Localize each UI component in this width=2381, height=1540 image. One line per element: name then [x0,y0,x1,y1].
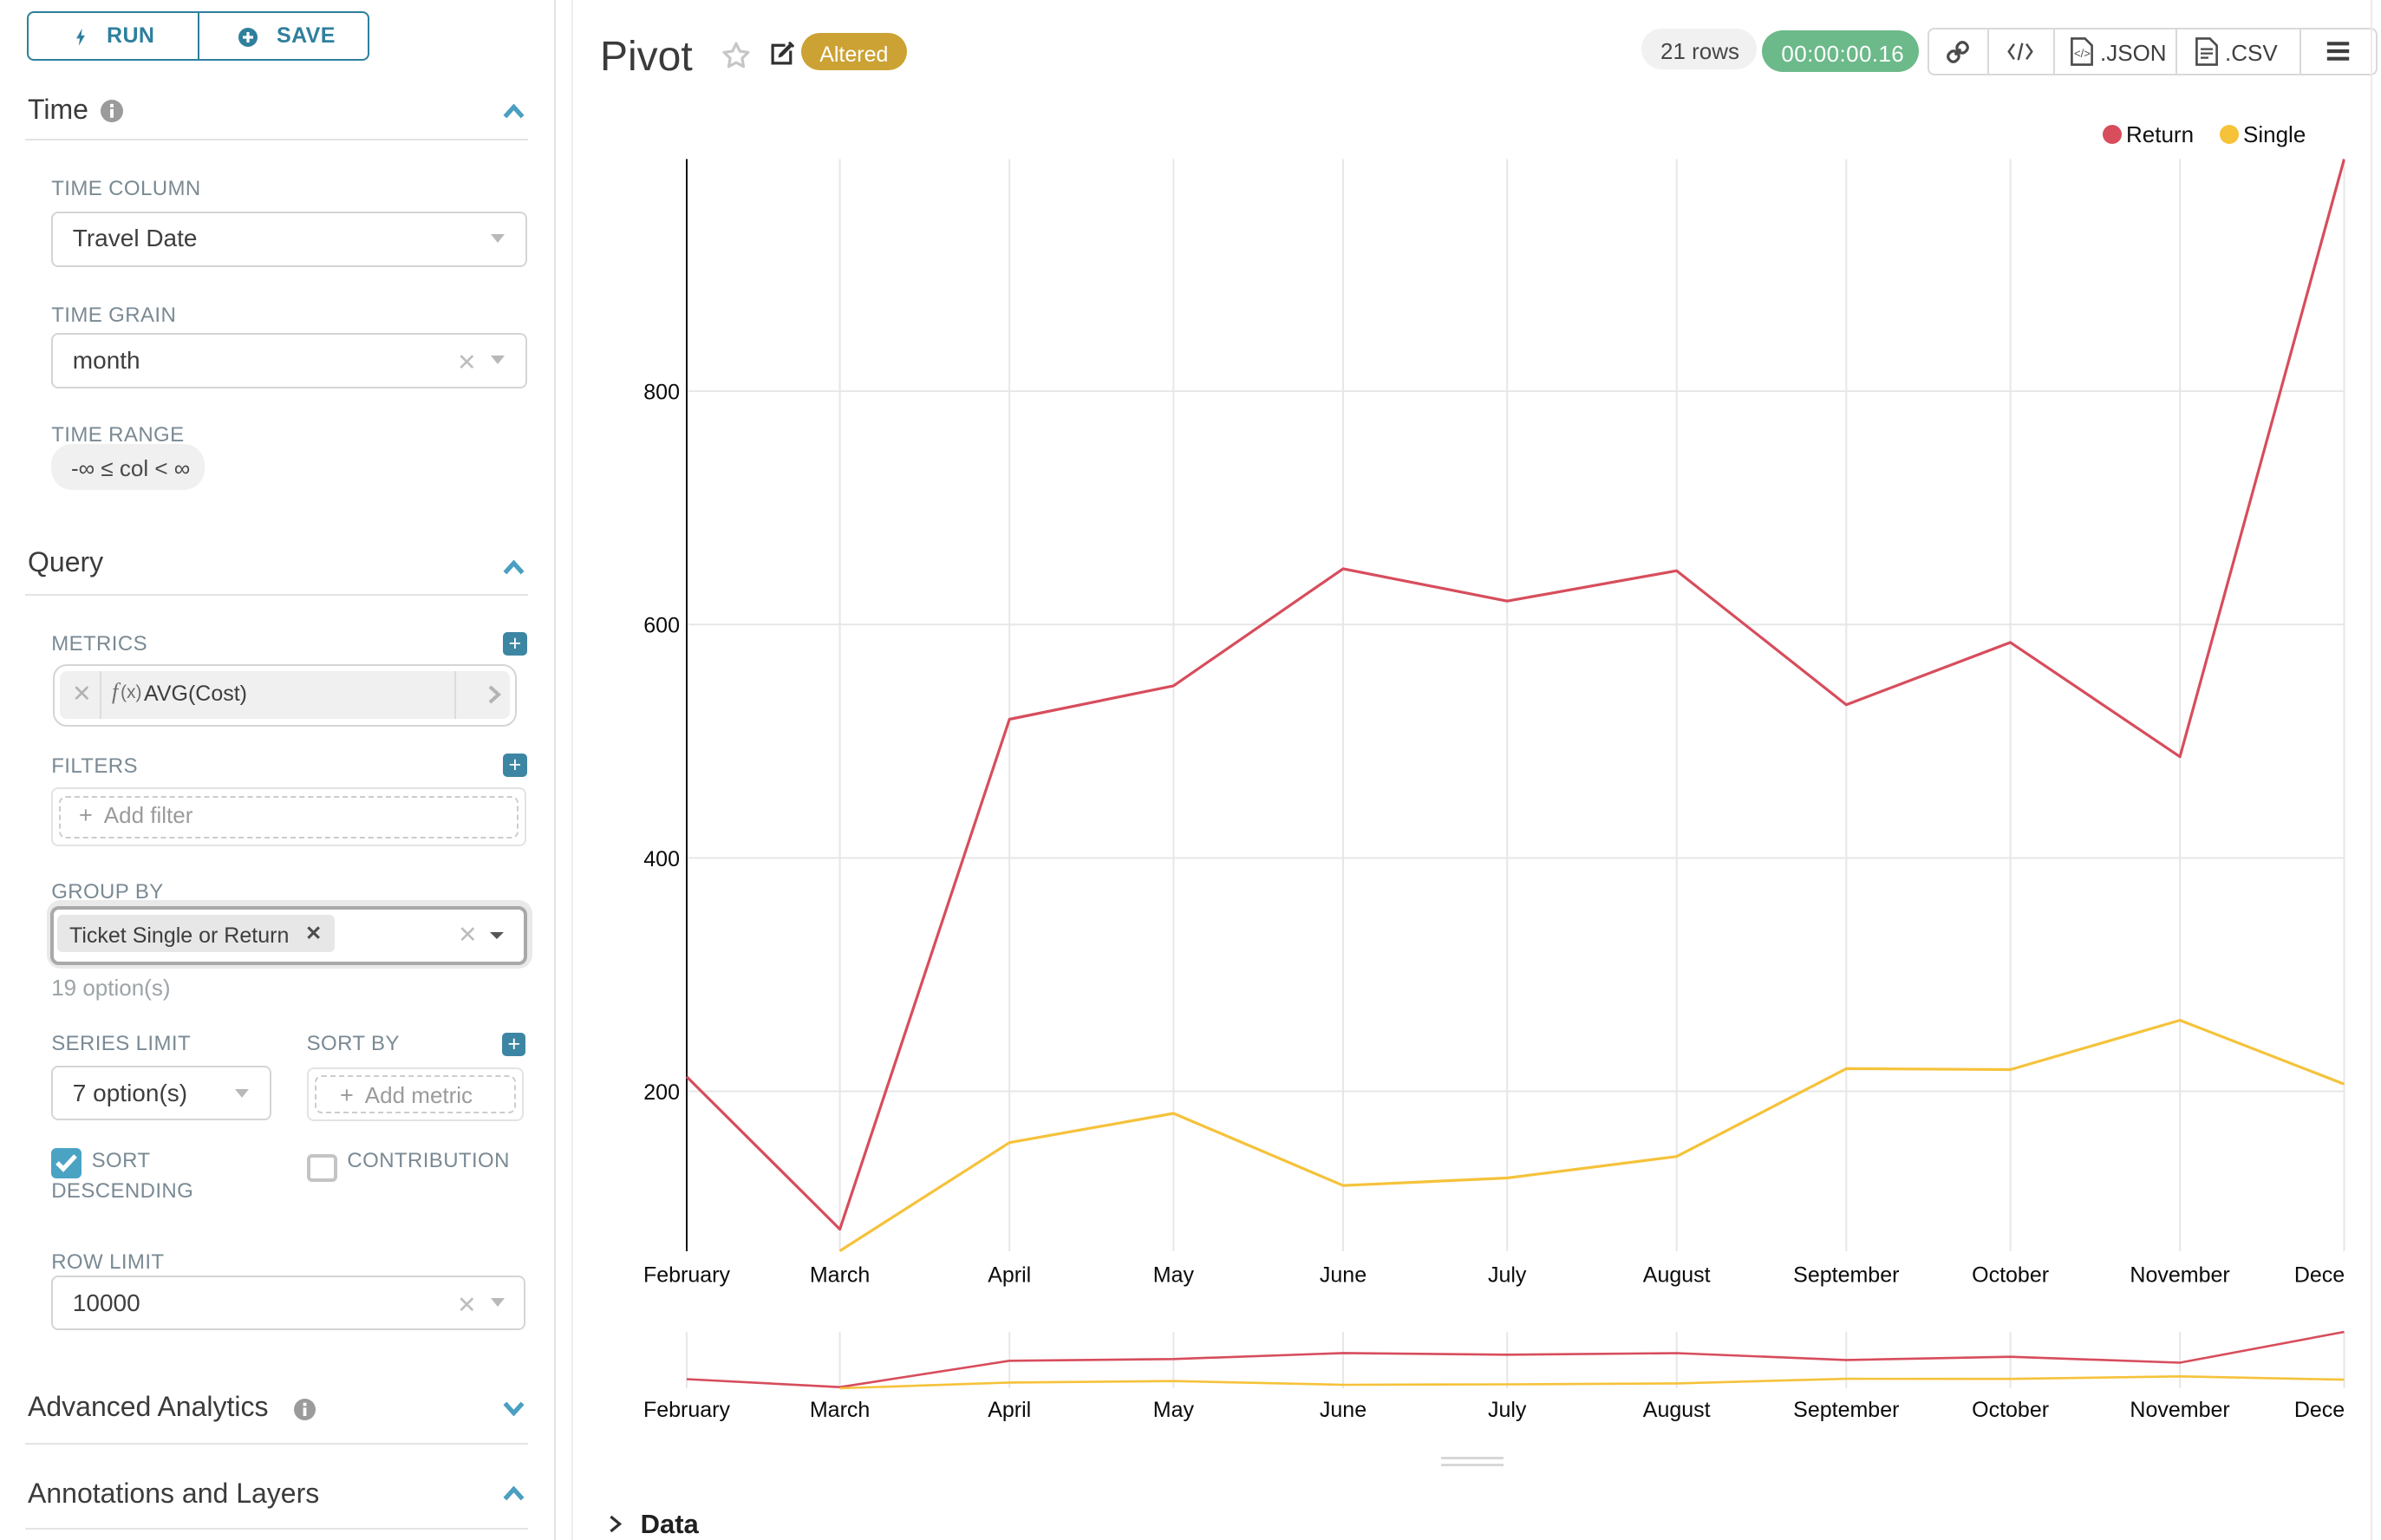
svg-text:June: June [1320,1398,1367,1422]
svg-text:March: March [810,1398,870,1422]
svg-text:400: 400 [643,847,680,871]
svg-text:October: October [1972,1263,2049,1287]
svg-text:February: February [643,1263,731,1287]
svg-text:November: November [2130,1263,2229,1287]
svg-text:December: December [2294,1398,2381,1422]
svg-text:October: October [1972,1398,2049,1422]
svg-text:September: September [1793,1263,1899,1287]
svg-text:200: 200 [643,1080,680,1105]
svg-text:</>: </> [2074,47,2091,60]
svg-text:February: February [643,1398,731,1422]
svg-text:September: September [1793,1398,1899,1422]
svg-text:May: May [1153,1263,1195,1287]
svg-text:November: November [2130,1398,2229,1422]
svg-text:Single: Single [2243,121,2306,147]
svg-text:June: June [1320,1263,1367,1287]
svg-text:April: April [988,1398,1031,1422]
svg-text:August: August [1643,1263,1711,1287]
svg-text:December: December [2294,1263,2381,1287]
svg-text:600: 600 [643,614,680,638]
svg-text:August: August [1643,1398,1711,1422]
svg-text:July: July [1488,1263,1527,1287]
svg-text:July: July [1488,1398,1527,1422]
svg-text:May: May [1153,1398,1195,1422]
svg-text:March: March [810,1263,870,1287]
svg-text:Return: Return [2126,121,2194,147]
svg-text:April: April [988,1263,1031,1287]
svg-text:800: 800 [643,381,680,405]
